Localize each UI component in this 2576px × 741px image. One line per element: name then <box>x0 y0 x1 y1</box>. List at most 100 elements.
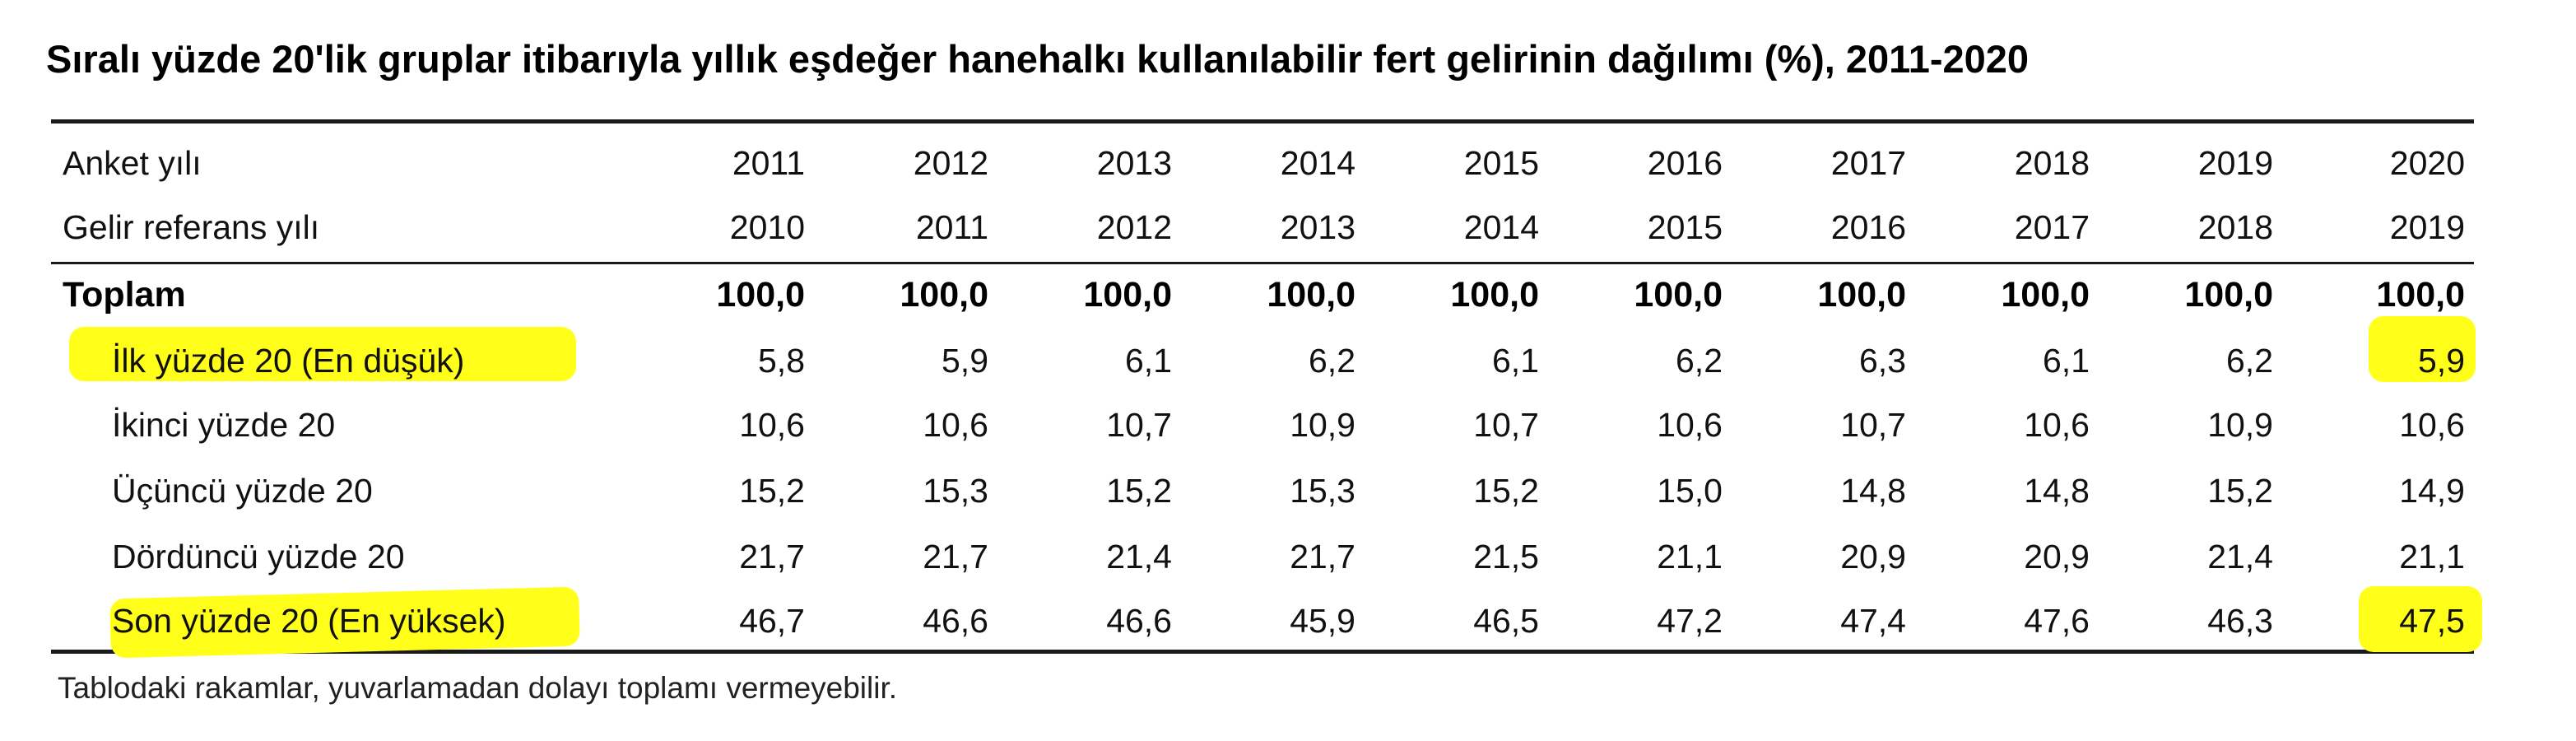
table-cell: 100,0 <box>716 275 805 315</box>
second-quintile-row: İkinci yüzde 20 10,6 10,6 10,7 10,9 10,7 10,6 1… <box>0 392 2576 458</box>
table-cell: 10,6 <box>1657 406 1723 444</box>
table-cell: 2013 <box>1096 144 1172 182</box>
table-cell: 45,9 <box>1290 602 1355 640</box>
table-cell: 15,2 <box>2207 472 2273 510</box>
table-cell: 2010 <box>729 208 805 246</box>
row-label: İlk yüzde 20 (En düşük) <box>112 342 465 380</box>
table-cell: 2019 <box>2389 208 2465 246</box>
row-label: Anket yılı <box>63 144 202 182</box>
total-row: Toplam 100,0 100,0 100,0 100,0 100,0 100,0 100,… <box>0 262 2576 328</box>
table-cell: 15,3 <box>923 472 988 510</box>
table-cell: 46,7 <box>739 602 805 640</box>
table-cell: 2015 <box>1463 144 1539 182</box>
table-cell: 46,5 <box>1473 602 1539 640</box>
table-cell: 15,3 <box>1290 472 1355 510</box>
table-cell: 15,2 <box>739 472 805 510</box>
row-label: Dördüncü yüzde 20 <box>112 538 405 576</box>
table-cell: 21,4 <box>1106 538 1172 576</box>
table-cell: 100,0 <box>2184 275 2273 315</box>
table-cell: 47,5 <box>2399 602 2465 640</box>
table-cell: 100,0 <box>900 275 988 315</box>
table-cell: 2012 <box>1096 208 1172 246</box>
table-cell: 6,1 <box>2043 342 2090 380</box>
footnote: Tablodaki rakamlar, yuvarlamadan dolayı … <box>58 671 898 705</box>
table-cell: 100,0 <box>2001 275 2090 315</box>
table-cell: 2020 <box>2389 144 2465 182</box>
table-cell: 15,0 <box>1657 472 1723 510</box>
table-cell: 10,6 <box>2024 406 2090 444</box>
table-cell: 21,7 <box>1290 538 1355 576</box>
table-cell: 21,1 <box>2399 538 2465 576</box>
table-cell: 2016 <box>1830 208 1906 246</box>
table-cell: 6,2 <box>1309 342 1355 380</box>
table-cell: 21,7 <box>923 538 988 576</box>
table-cell: 6,2 <box>1676 342 1723 380</box>
third-quintile-row: Üçüncü yüzde 20 15,2 15,3 15,2 15,3 15,2 15,0 1… <box>0 458 2576 524</box>
table-cell: 2015 <box>1647 208 1723 246</box>
bottom-rule <box>51 650 2474 654</box>
table-cell: 20,9 <box>1840 538 1906 576</box>
table-cell: 14,8 <box>2024 472 2090 510</box>
table-cell: 14,9 <box>2399 472 2465 510</box>
highlight-first-quintile-label <box>69 327 576 381</box>
row-label: Son yüzde 20 (En yüksek) <box>112 602 506 640</box>
table-cell: 21,7 <box>739 538 805 576</box>
row-label: İkinci yüzde 20 <box>112 406 336 444</box>
table-cell: 2017 <box>2014 208 2090 246</box>
row-label: Toplam <box>63 275 186 315</box>
table-cell: 2017 <box>1830 144 1906 182</box>
table-cell: 5,8 <box>758 342 805 380</box>
table-cell: 5,9 <box>2418 342 2465 380</box>
table-cell: 2013 <box>1280 208 1355 246</box>
table-cell: 10,7 <box>1473 406 1539 444</box>
table-cell: 21,4 <box>2207 538 2273 576</box>
income-reference-year-row: Gelir referans yılı 2010 2011 2012 2013 2014 2… <box>0 194 2576 260</box>
table-cell: 100,0 <box>2376 275 2465 315</box>
table-cell: 10,6 <box>923 406 988 444</box>
table-cell: 2016 <box>1647 144 1723 182</box>
top-rule <box>51 119 2474 124</box>
highlight-first-quintile-2020 <box>2369 316 2476 382</box>
table-cell: 47,6 <box>2024 602 2090 640</box>
table-cell: 14,8 <box>1840 472 1906 510</box>
table-cell: 100,0 <box>1634 275 1723 315</box>
table-cell: 100,0 <box>1083 275 1172 315</box>
highlight-top-quintile-2020 <box>2359 586 2482 652</box>
table-cell: 15,2 <box>1473 472 1539 510</box>
table-cell: 2012 <box>913 144 988 182</box>
table-cell: 6,1 <box>1492 342 1539 380</box>
table-cell: 46,6 <box>923 602 988 640</box>
first-quintile-row: İlk yüzde 20 (En düşük) 5,8 5,9 6,1 6,2 6,1 6,… <box>0 328 2576 394</box>
table-cell: 46,3 <box>2207 602 2273 640</box>
table-cell: 2014 <box>1280 144 1355 182</box>
table-cell: 10,7 <box>1106 406 1172 444</box>
table-cell: 6,2 <box>2226 342 2273 380</box>
table-cell: 2011 <box>732 144 805 182</box>
top-quintile-row: Son yüzde 20 (En yüksek) 46,7 46,6 46,6 45,9… <box>0 588 2576 654</box>
survey-year-row: Anket yılı 2011 2012 2013 2014 2015 2016 2017 20… <box>0 130 2576 196</box>
header-rule <box>51 262 2474 264</box>
table-cell: 20,9 <box>2024 538 2090 576</box>
table-cell: 47,4 <box>1840 602 1906 640</box>
table-cell: 2018 <box>2014 144 2090 182</box>
table-cell: 2011 <box>915 208 988 246</box>
table-cell: 10,9 <box>2207 406 2273 444</box>
table-cell: 100,0 <box>1267 275 1355 315</box>
table-cell: 6,3 <box>1859 342 1906 380</box>
table-cell: 10,9 <box>1290 406 1355 444</box>
table-cell: 15,2 <box>1106 472 1172 510</box>
table-cell: 100,0 <box>1817 275 1906 315</box>
table-cell: 47,2 <box>1657 602 1723 640</box>
table-cell: 21,1 <box>1657 538 1723 576</box>
fourth-quintile-row: Dördüncü yüzde 20 21,7 21,7 21,4 21,7 21,5 21,… <box>0 524 2576 590</box>
table-cell: 10,7 <box>1840 406 1906 444</box>
table-cell: 46,6 <box>1106 602 1172 640</box>
table-cell: 2014 <box>1463 208 1539 246</box>
table-cell: 2019 <box>2197 144 2273 182</box>
table-cell: 21,5 <box>1473 538 1539 576</box>
table-title: Sıralı yüzde 20'lik gruplar itibarıyla y… <box>46 37 2030 81</box>
table-cell: 100,0 <box>1450 275 1539 315</box>
table-cell: 10,6 <box>2399 406 2465 444</box>
table-cell: 10,6 <box>739 406 805 444</box>
table-cell: 2018 <box>2197 208 2273 246</box>
